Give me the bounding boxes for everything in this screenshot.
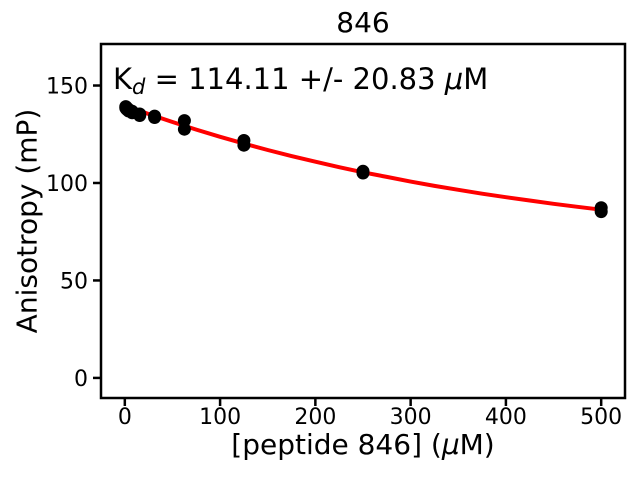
x-tick-label: 200	[294, 405, 336, 430]
kd-annotation: Kd = 114.11 +/- 20.83 μM	[113, 62, 489, 99]
data-point	[356, 166, 370, 180]
kd-unit: M	[463, 62, 489, 96]
x-tick-label: 0	[118, 405, 132, 430]
axes-spines	[99, 42, 627, 400]
data-point	[594, 205, 608, 219]
x-axis-label: [peptide 846] (μM)	[231, 428, 495, 461]
data-point	[237, 138, 251, 152]
kd-subscript: d	[132, 75, 146, 99]
x-tick-label: 400	[485, 405, 527, 430]
x-tick-label: 500	[580, 405, 622, 430]
x-tick-label: 100	[199, 405, 241, 430]
data-point	[177, 122, 191, 136]
data-point	[133, 109, 147, 122]
kd-value: = 114.11 +/- 20.83	[145, 62, 445, 96]
fit-curve	[122, 103, 604, 212]
x-label-mu: μ	[441, 428, 460, 461]
y-tick-label: 100	[46, 172, 88, 197]
kd-symbol: K	[113, 62, 133, 96]
y-tick-label: 150	[46, 75, 88, 100]
y-tick-label: 50	[60, 269, 88, 294]
data-point	[148, 111, 162, 124]
kd-mu: μ	[444, 62, 464, 96]
y-tick-label: 0	[74, 367, 88, 392]
chart-title: 846	[336, 6, 390, 39]
x-tick-label: 300	[390, 405, 432, 430]
